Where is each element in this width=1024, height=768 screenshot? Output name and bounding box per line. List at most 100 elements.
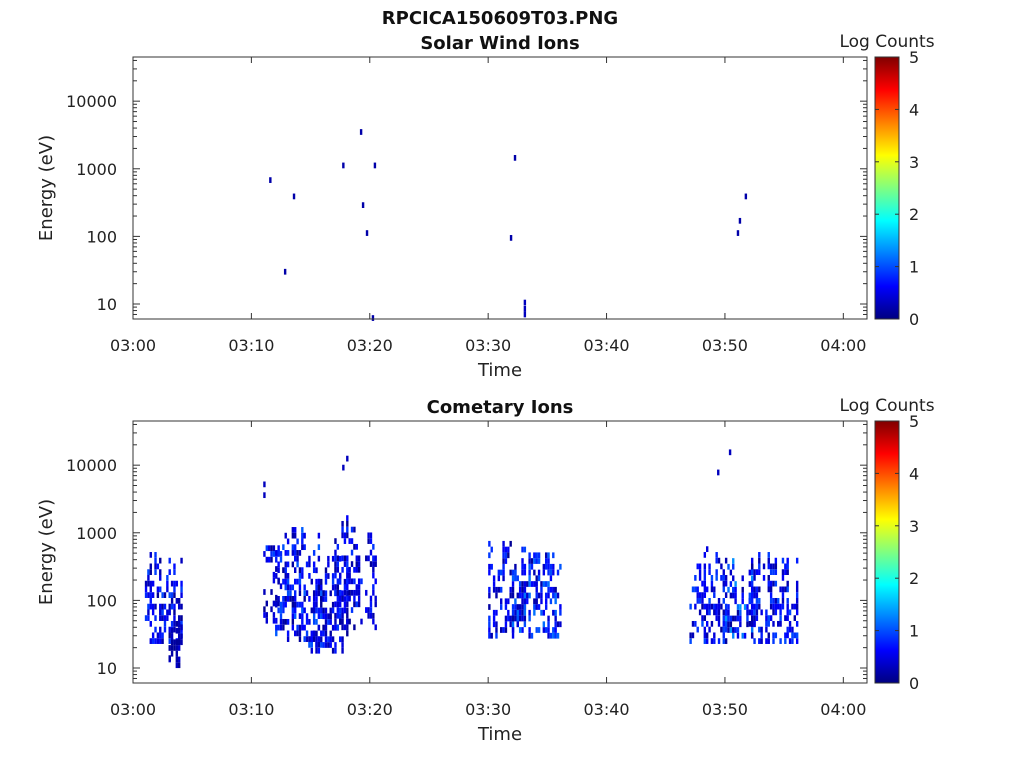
spectrogram-cell — [781, 592, 785, 598]
spectrogram-cell — [786, 557, 789, 564]
spectrogram-cell — [263, 606, 266, 613]
spectrogram-cell — [495, 609, 498, 616]
x-tick-label: 03:20 — [347, 700, 393, 719]
spectrogram-cell — [705, 586, 709, 593]
spectrogram-cell — [272, 600, 276, 607]
spectrogram-cell — [180, 633, 183, 640]
spectrogram-cell — [353, 578, 356, 585]
spectrogram-cell — [151, 638, 155, 644]
spectrogram-cell — [495, 632, 498, 639]
spectrogram-cell — [296, 578, 299, 585]
spectrogram-cell — [173, 615, 176, 621]
y-ticks: 10 100 1000 10000 — [66, 423, 867, 684]
spectrogram-cell — [528, 581, 531, 587]
spectrogram-cell — [784, 638, 787, 644]
spectrogram-cell — [175, 580, 179, 587]
spectrogram-cell — [767, 557, 770, 564]
spectrogram-cell — [732, 558, 735, 564]
spectrogram-cell — [294, 590, 297, 596]
spectrogram-cell — [324, 642, 328, 648]
spectrogram-cell — [161, 615, 164, 621]
spectrogram-cell — [291, 584, 295, 591]
spectrogram-cell — [180, 592, 183, 598]
spectrogram-cell — [270, 589, 273, 595]
spectrogram-cell — [286, 618, 290, 625]
spectrogram-cell — [746, 604, 749, 610]
spectrogram-cell — [552, 586, 555, 593]
spectrogram-cell — [361, 202, 365, 208]
spectrogram-cell — [521, 604, 524, 610]
spectrogram-cell — [547, 552, 550, 559]
spectrogram-cell — [277, 600, 280, 607]
spectrogram-cell — [317, 636, 321, 642]
spectrogram-cell — [535, 604, 538, 610]
spectrogram-cell — [509, 235, 513, 241]
x-tick-label: 04:00 — [820, 700, 866, 719]
spectrogram-cell — [348, 572, 351, 579]
spectrogram-cell — [559, 621, 562, 628]
spectrogram-cell — [353, 589, 356, 596]
spectrogram-cell — [547, 632, 550, 639]
spectrogram-cell — [502, 575, 505, 582]
spectrogram-cell — [334, 601, 337, 608]
spectrogram-cell — [556, 621, 560, 628]
spectrogram-cell — [353, 601, 356, 608]
spectrogram-cell — [279, 618, 283, 625]
spectrogram-cell — [746, 615, 749, 622]
spectrogram-cell — [365, 607, 368, 613]
spectrogram-cell — [523, 604, 527, 610]
spectrogram-cell — [283, 268, 287, 275]
spectrogram-cell — [336, 578, 340, 585]
spectrogram-cell — [177, 639, 181, 646]
spectrogram-cell — [488, 627, 491, 633]
spectrogram-cell — [329, 590, 332, 597]
spectrogram-cell — [324, 636, 328, 643]
spectrogram-cell — [159, 586, 162, 593]
spectrogram-cell — [698, 597, 702, 604]
spectrogram-cell — [554, 609, 557, 616]
spectrogram-cell — [750, 575, 754, 582]
spectrogram-cell — [767, 552, 770, 558]
spectrogram-cell — [170, 650, 174, 657]
spectrogram-cell — [784, 563, 787, 570]
spectrogram-cell — [518, 604, 522, 610]
spectrogram-cell — [338, 618, 342, 625]
spectrogram-cell — [180, 639, 183, 646]
spectrogram-cell — [746, 609, 749, 616]
spectrogram-cell — [514, 575, 517, 582]
spectrogram-cell — [374, 561, 377, 567]
spectrogram-cell — [696, 592, 699, 598]
spectrogram-cell — [317, 584, 321, 591]
spectrogram-cell — [722, 626, 725, 633]
spectrogram-cell — [547, 615, 550, 622]
spectrogram-cell — [495, 627, 498, 633]
spectrogram-cell — [694, 575, 697, 581]
colorbar-ticks: 0 1 2 3 4 5 — [875, 48, 919, 329]
spectrogram-cell — [291, 624, 295, 631]
cometary-panel: Cometary Ions 03:00 03:10 03:20 03:30 03:40 0… — [36, 396, 935, 745]
y-tick-label: 1000 — [76, 524, 117, 543]
spectrogram-cell — [286, 573, 290, 579]
spectrogram-cell — [372, 589, 375, 596]
spectrogram-cell — [722, 569, 725, 576]
spectrogram-cell — [715, 615, 718, 621]
spectrogram-cell — [338, 589, 342, 596]
spectrogram-cell — [343, 601, 347, 608]
spectrogram-cell — [308, 555, 311, 562]
spectrogram-cell — [500, 627, 503, 633]
spectrogram-cell — [710, 580, 714, 587]
x-tick-label: 03:00 — [110, 336, 156, 355]
spectrogram-cell — [308, 618, 311, 625]
spectrogram-cell — [760, 638, 763, 644]
spectrogram-cell — [301, 607, 304, 614]
spectrogram-cell — [360, 618, 363, 625]
spectrogram-cell — [301, 544, 304, 551]
spectrogram-cell — [554, 621, 557, 628]
spectrogram-cell — [289, 595, 292, 602]
spectrogram-cell — [163, 603, 167, 610]
spectrogram-cell — [786, 586, 789, 593]
spectrogram-cell — [722, 615, 725, 621]
spectrogram-cell — [156, 563, 160, 570]
spectrogram-cell — [795, 586, 799, 593]
y-axis-label: Energy (eV) — [36, 135, 57, 241]
